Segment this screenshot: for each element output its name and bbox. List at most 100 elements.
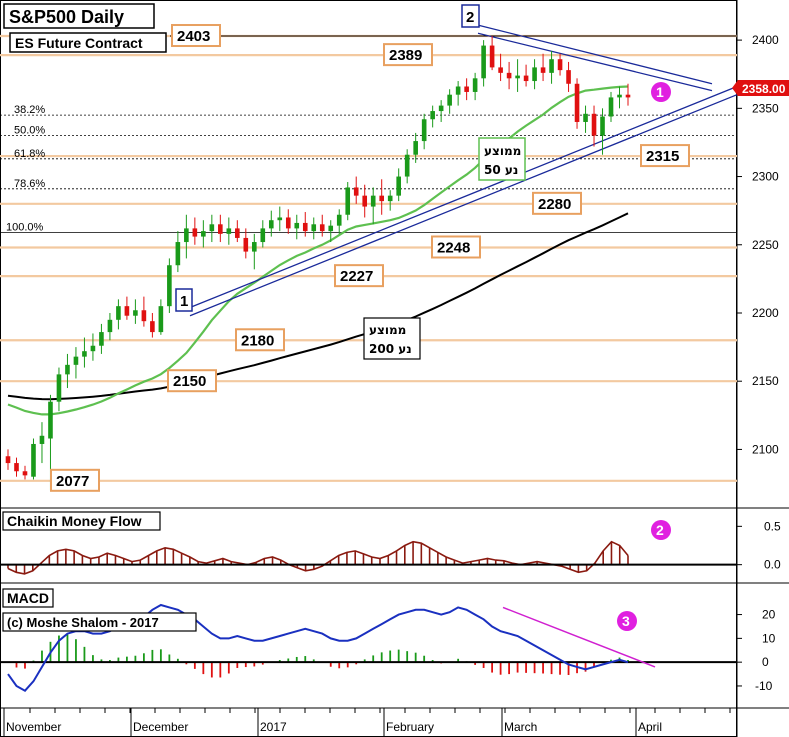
trend-channel [189, 24, 738, 317]
level-box-label: 2227 [340, 268, 373, 285]
candle-body [481, 45, 486, 79]
candle-body [243, 237, 249, 252]
level-box [640, 144, 690, 168]
candlesticks [5, 36, 631, 491]
cmf-y-tick-label: 0.0 [764, 558, 781, 572]
badge-3: 3 [617, 611, 637, 631]
level-box [50, 468, 100, 492]
macd-y-tick-label: 10 [762, 631, 776, 645]
candle-body [370, 195, 376, 207]
candle-body [557, 59, 563, 71]
candle-body [22, 471, 28, 476]
candle-body [260, 228, 266, 243]
level-box [431, 235, 481, 259]
chart-title: S&P500 Daily [9, 7, 124, 27]
ma50-label-line2: נע 50 [484, 163, 518, 177]
x-tick-label: December [133, 720, 188, 734]
candle-body [31, 443, 36, 477]
fib-label: 38.2% [14, 104, 45, 116]
candle-body [625, 94, 631, 98]
badge-3-text: 3 [622, 613, 630, 629]
fib-label: 78.6% [14, 178, 45, 190]
badge-1-text: 1 [656, 84, 664, 100]
y-tick-label: 2100 [752, 442, 779, 456]
candle-body [489, 45, 495, 68]
x-tick-label: March [504, 720, 537, 734]
candle-body [175, 242, 181, 266]
candle-body [583, 113, 588, 122]
level-box-label: 2180 [241, 332, 274, 349]
y-axis-ticks: 2100 2150 2200 2250 2300 2350 2400 [737, 33, 779, 456]
level-box-label: 2150 [173, 373, 206, 390]
x-tick-label: 2017 [260, 720, 287, 734]
candle-body [336, 214, 342, 226]
candle-body [285, 217, 291, 229]
candle-body [39, 435, 45, 444]
candle-body [201, 231, 206, 237]
ma200-line [7, 212, 629, 401]
fib-label: 61.8% [14, 148, 45, 160]
candle-body [498, 67, 503, 73]
candle-body [319, 224, 325, 232]
candle-body [14, 463, 19, 472]
chart-subtitle: ES Future Contract [15, 35, 143, 51]
candle-body [540, 67, 546, 73]
level-boxes: 2403 2389 2315 2280 2248 2227 2180 2150 2077 [50, 24, 690, 492]
candle-body [421, 119, 427, 142]
macd-y-tick-label: 20 [762, 608, 776, 622]
candle-body [600, 116, 605, 136]
ma200-label-line2: נע 200 [369, 342, 412, 356]
candle-body [311, 224, 317, 232]
cmf-title: Chaikin Money Flow [7, 513, 142, 529]
candle-body [447, 94, 452, 106]
candle-body [532, 67, 537, 82]
candle-body [549, 59, 554, 73]
y-tick-label: 2200 [752, 306, 779, 320]
candle-body [150, 321, 155, 333]
candle-body [277, 217, 283, 221]
candle-body [158, 306, 164, 333]
candle-body [141, 310, 147, 322]
candle-body [99, 332, 104, 346]
level-box [383, 43, 433, 67]
level-box [167, 369, 217, 393]
candle-body [608, 97, 614, 117]
level-box [334, 264, 384, 288]
subtitle-box: ES Future Contract [9, 32, 167, 53]
candle-body [413, 141, 418, 155]
credit-box: (c) Moshe Shalom - 2017 [2, 612, 197, 632]
candle-body [226, 228, 232, 234]
candle-body [90, 345, 96, 352]
candle-body [48, 401, 53, 439]
badge-2: 2 [651, 520, 671, 540]
candle-body [515, 75, 520, 79]
x-tick-label: November [6, 720, 61, 734]
x-axis: November December 2017 February March April [3, 708, 731, 737]
candle-body [65, 364, 70, 375]
ma50-label-line1: ממוצע [484, 144, 521, 158]
candle-body [73, 356, 79, 365]
macd-title-box: MACD [2, 588, 54, 608]
candle-body [617, 94, 622, 98]
candle-body [268, 220, 274, 229]
moving-averages [7, 85, 629, 416]
fib-label: 100.0% [6, 221, 44, 233]
badge-2-text: 2 [656, 522, 664, 538]
candle-body [5, 456, 11, 464]
candle-body [404, 154, 410, 177]
candle-body [218, 224, 223, 234]
level-box-label: 2315 [646, 148, 679, 165]
candle-body [472, 78, 478, 92]
trend-support-lower [189, 94, 738, 317]
candle-body [362, 195, 368, 207]
candle-body [396, 176, 401, 196]
trend-resistance-lower [477, 32, 713, 92]
y-tick-label: 2150 [752, 374, 779, 388]
macd-y-tick-label: 0 [762, 655, 769, 669]
y-tick-label: 2250 [752, 238, 779, 252]
trend-resistance-upper [477, 24, 713, 85]
x-tick-label: February [386, 720, 434, 734]
candle-body [455, 86, 461, 95]
